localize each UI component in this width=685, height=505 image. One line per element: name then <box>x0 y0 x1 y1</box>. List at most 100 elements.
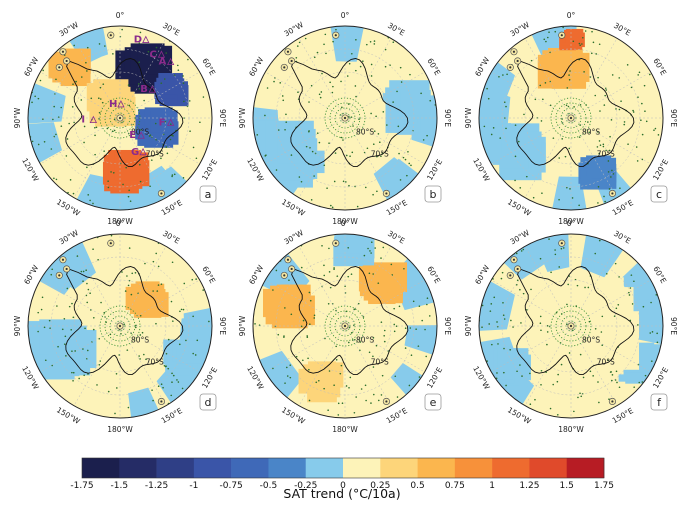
stipple-dot <box>641 102 643 105</box>
stipple-dot <box>157 385 160 387</box>
stipple-dot <box>325 52 327 55</box>
stipple-dot <box>605 89 607 91</box>
meridian <box>265 117 346 165</box>
stipple-dot <box>514 179 516 182</box>
stipple-dot <box>333 267 335 269</box>
latitude-label: 80°S <box>131 128 149 137</box>
stipple-dot <box>520 322 522 324</box>
stipple-dot <box>138 42 141 44</box>
stipple-dot <box>348 386 350 389</box>
stipple-dot <box>155 252 158 255</box>
stipple-dot <box>305 145 308 148</box>
stipple-dot <box>406 174 408 177</box>
panel-f-field <box>479 234 663 418</box>
longitude-label: 60°W <box>22 55 40 78</box>
stipple-dot <box>610 119 613 121</box>
stipple-dot <box>66 138 69 140</box>
colorbar-bin <box>119 458 157 478</box>
stipple-dot <box>651 331 654 333</box>
stipple-dot <box>486 87 488 90</box>
stipple-dot <box>630 274 633 276</box>
latitude-label: 80°S <box>131 336 149 345</box>
stipple-dot <box>620 100 622 102</box>
stipple-dot <box>80 270 83 273</box>
stipple-dot <box>172 135 174 137</box>
stipple-dot <box>408 162 411 165</box>
coastline <box>290 266 409 376</box>
stipple-dot <box>545 40 547 43</box>
stipple-dot <box>632 109 634 112</box>
stipple-dot <box>176 64 179 67</box>
stipple-dot <box>552 137 555 139</box>
stipple-dot <box>400 81 403 83</box>
stipple-dot <box>503 318 506 320</box>
stipple-dot <box>281 95 284 97</box>
sector <box>632 294 663 346</box>
stipple-dot <box>611 374 614 376</box>
stipple-dot <box>550 271 552 274</box>
panel-label: d <box>205 396 212 409</box>
stipple-dot <box>196 339 199 342</box>
longitude-label: 180°W <box>558 425 584 434</box>
stipple-dot <box>165 352 168 355</box>
stipple-dot <box>556 413 559 416</box>
stipple-dot <box>554 30 557 33</box>
stipple-dot <box>342 180 345 183</box>
stipple-dot <box>202 96 205 98</box>
stipple-dot <box>98 363 101 366</box>
stipple-dot <box>497 343 499 345</box>
field-cell <box>591 157 617 179</box>
stipple-dot <box>503 347 505 350</box>
station-marker-core <box>569 116 573 120</box>
stipple-dot <box>539 315 542 318</box>
stipple-dot <box>638 381 641 384</box>
longitude-label: 120°E <box>200 157 219 181</box>
field-cell <box>347 234 372 253</box>
longitude-label: 60°W <box>473 55 491 78</box>
site-letter: G <box>131 147 139 158</box>
stipple-dot <box>539 84 542 87</box>
stipple-dot <box>651 360 653 362</box>
stipple-dot <box>333 384 335 386</box>
site-letter: H <box>109 99 117 110</box>
stipple-dot <box>597 76 599 79</box>
stipple-dot <box>277 333 280 336</box>
stipple-dot <box>85 61 87 64</box>
longitude-label: 150°E <box>611 198 635 217</box>
stipple-dot <box>601 344 604 347</box>
stipple-dot <box>368 351 371 354</box>
longitude-label: 30°E <box>612 229 632 246</box>
panel-border <box>252 25 438 211</box>
stipple-dot <box>346 75 349 77</box>
longitude-label: 30°W <box>509 228 532 246</box>
stipple-dot <box>409 327 412 329</box>
stipple-dot <box>565 104 568 107</box>
stipple-dot <box>386 124 388 126</box>
meridian <box>570 279 651 327</box>
stipple-dot <box>649 73 651 76</box>
station-marker-core <box>109 242 112 245</box>
stipple-dot <box>638 71 641 74</box>
station-marker-core <box>58 66 61 69</box>
meridian <box>119 325 200 373</box>
stipple-dot <box>127 284 130 287</box>
stipple-dot <box>285 366 288 369</box>
stipple-dot <box>295 355 298 358</box>
colorbar-bin <box>492 458 530 478</box>
stipple-dot <box>323 274 326 277</box>
coastline <box>65 58 184 168</box>
stipple-dot <box>505 384 507 387</box>
stipple-dot <box>308 130 310 133</box>
stipple-dot <box>345 154 348 157</box>
latitude-label: 70°S <box>371 150 389 159</box>
stipple-dot <box>316 132 319 134</box>
meridian <box>298 325 346 406</box>
stipple-dot <box>601 315 604 318</box>
stipple-dot <box>425 355 427 358</box>
stipple-dot <box>408 384 411 387</box>
stipple-dot <box>48 319 51 322</box>
stipple-dot <box>171 174 174 176</box>
meridian <box>73 246 121 327</box>
stipple-dot <box>163 365 166 367</box>
stipple-dot <box>163 78 166 80</box>
